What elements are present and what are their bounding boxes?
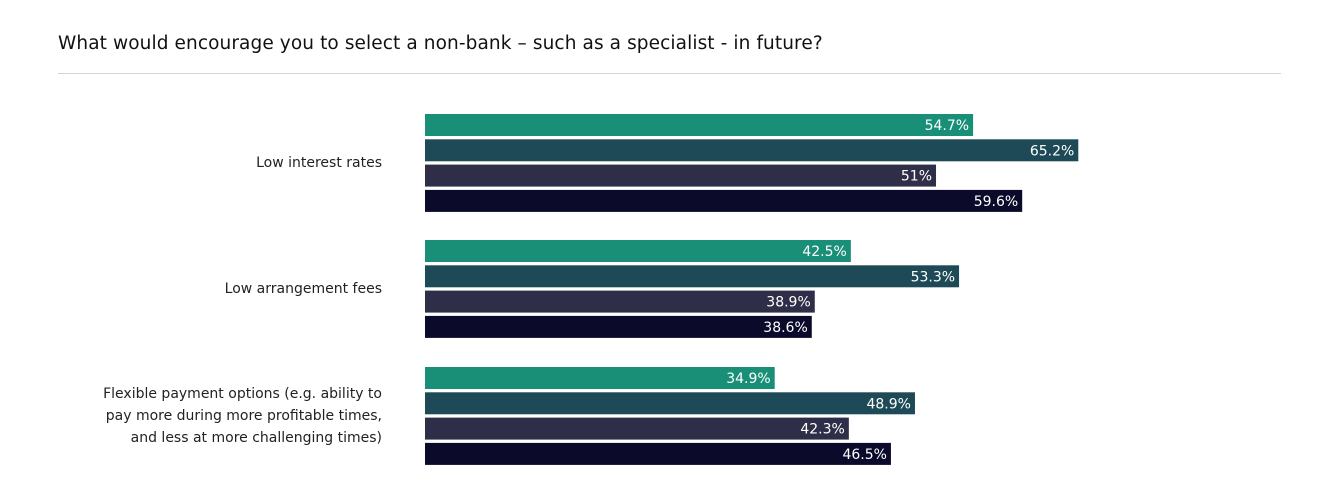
bar: [425, 240, 851, 262]
category-label-line: Low arrangement fees: [224, 280, 382, 297]
bar-value-label: 65.2%: [1030, 143, 1074, 159]
bar-value-label: 46.5%: [842, 447, 886, 463]
bar-value-label: 38.9%: [766, 295, 810, 311]
bar: [425, 290, 815, 313]
bar: [425, 442, 891, 465]
bar: [425, 392, 915, 415]
bar-value-label: 38.6%: [763, 320, 807, 336]
title-divider: [58, 73, 1281, 74]
category-label-line: Low interest rates: [256, 154, 382, 171]
bar: [425, 189, 1023, 212]
bar: [425, 315, 812, 338]
bar-value-label: 48.9%: [866, 396, 910, 412]
bar-value-label: 53.3%: [911, 269, 955, 285]
bar: [425, 367, 775, 389]
category-label: Flexible payment options (e.g. ability t…: [52, 383, 382, 449]
category-label-line: pay more during more profitable times,: [105, 407, 382, 424]
bar-value-label: 42.3%: [800, 422, 844, 438]
category-label: Low interest rates: [52, 152, 382, 174]
bar: [425, 265, 960, 288]
bar-value-label: 51%: [901, 169, 932, 185]
bar-value-label: 54.7%: [925, 118, 969, 134]
chart-title: What would encourage you to select a non…: [58, 33, 823, 54]
bar-value-label: 42.5%: [802, 244, 846, 260]
bar-value-label: 59.6%: [974, 194, 1018, 210]
bar: [425, 114, 974, 136]
category-label-line: and less at more challenging times): [130, 429, 382, 446]
bar: [425, 417, 849, 440]
category-label: Low arrangement fees: [52, 278, 382, 300]
bar: [425, 164, 937, 187]
bar: [425, 139, 1079, 162]
category-label-line: Flexible payment options (e.g. ability t…: [103, 385, 382, 402]
bar-value-label: 34.9%: [726, 371, 770, 387]
